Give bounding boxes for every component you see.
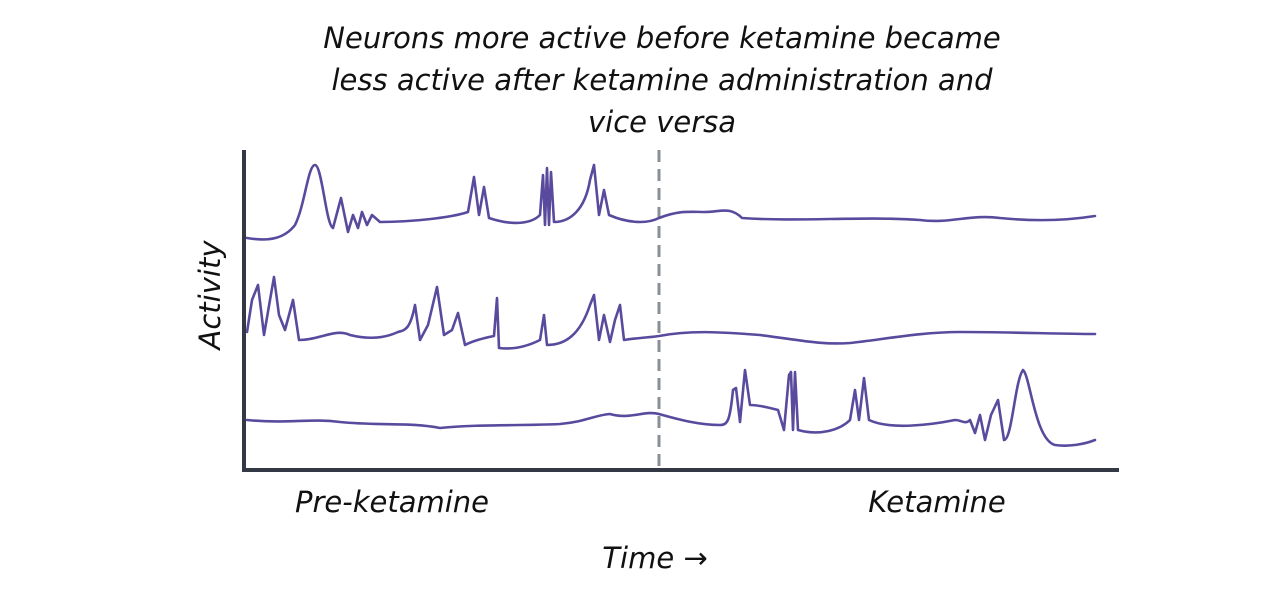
- neuron-trace: [245, 275, 1097, 350]
- region-label: Pre-ketamine: [295, 485, 489, 519]
- title-line: Neurons more active before ketamine beca…: [323, 21, 1000, 55]
- neuron-trace: [245, 368, 1097, 447]
- x-axis-label: Time →: [602, 541, 707, 575]
- region-label: Ketamine: [868, 485, 1006, 519]
- title-line: vice versa: [588, 105, 736, 139]
- y-axis-label: Activity: [193, 240, 227, 352]
- neuron-trace: [245, 163, 1097, 241]
- title-line: less active after ketamine administratio…: [332, 63, 994, 97]
